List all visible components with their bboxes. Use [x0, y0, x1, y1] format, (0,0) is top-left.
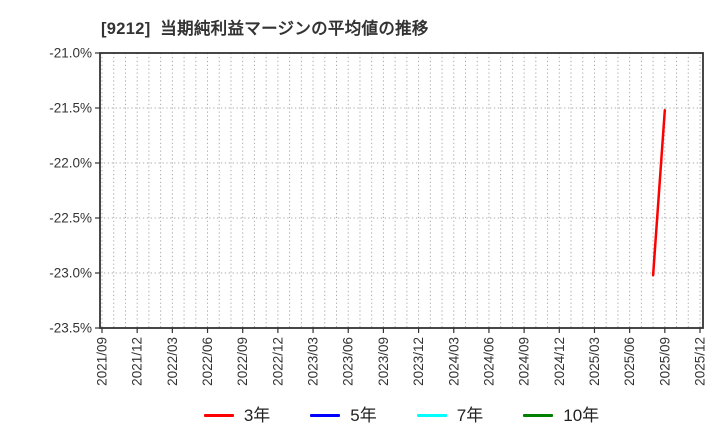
svg-text:2023/03: 2023/03 [306, 337, 321, 386]
legend-item-5y: 5年 [310, 405, 377, 425]
legend-line-swatch-7y [416, 413, 447, 417]
svg-text:2022/03: 2022/03 [165, 337, 180, 386]
svg-text:-21.0%: -21.0% [49, 46, 92, 61]
svg-text:2023/06: 2023/06 [341, 337, 356, 386]
svg-text:2023/12: 2023/12 [411, 337, 426, 386]
svg-text:2022/12: 2022/12 [270, 337, 285, 386]
legend-label-7y: 7年 [456, 405, 484, 425]
svg-text:2025/09: 2025/09 [657, 337, 672, 386]
svg-text:-23.0%: -23.0% [49, 266, 92, 281]
svg-text:2022/06: 2022/06 [200, 337, 215, 386]
legend: 3年 5年 7年 10年 [100, 402, 703, 428]
legend-item-3y: 3年 [203, 405, 271, 425]
legend-item-10y: 10年 [523, 407, 599, 424]
svg-text:2024/03: 2024/03 [446, 337, 461, 386]
svg-text:2024/09: 2024/09 [517, 337, 532, 386]
legend-line-swatch-10y [523, 413, 554, 417]
svg-text:-23.5%: -23.5% [49, 321, 92, 336]
svg-text:2024/12: 2024/12 [552, 337, 567, 386]
chart-title: [9212] 当期純利益マージンの平均値の推移 [101, 20, 429, 38]
svg-text:2023/09: 2023/09 [376, 337, 391, 386]
svg-text:2021/12: 2021/12 [130, 337, 145, 386]
svg-text:-22.0%: -22.0% [49, 156, 92, 171]
svg-text:2024/06: 2024/06 [481, 337, 496, 386]
svg-text:-22.5%: -22.5% [49, 211, 92, 226]
svg-text:2022/09: 2022/09 [235, 337, 250, 386]
svg-text:-21.5%: -21.5% [49, 101, 92, 116]
legend-label-3y: 3年 [243, 405, 271, 425]
svg-text:2025/12: 2025/12 [693, 337, 708, 386]
svg-text:2025/06: 2025/06 [622, 337, 637, 386]
legend-label-10y: 10年 [563, 405, 600, 425]
svg-text:2025/03: 2025/03 [587, 337, 602, 386]
legend-line-swatch-3y [203, 413, 234, 417]
svg-text:2021/09: 2021/09 [95, 337, 110, 386]
legend-label-5y: 5年 [350, 405, 377, 425]
legend-line-swatch-5y [310, 413, 341, 417]
legend-item-7y: 7年 [416, 405, 484, 425]
